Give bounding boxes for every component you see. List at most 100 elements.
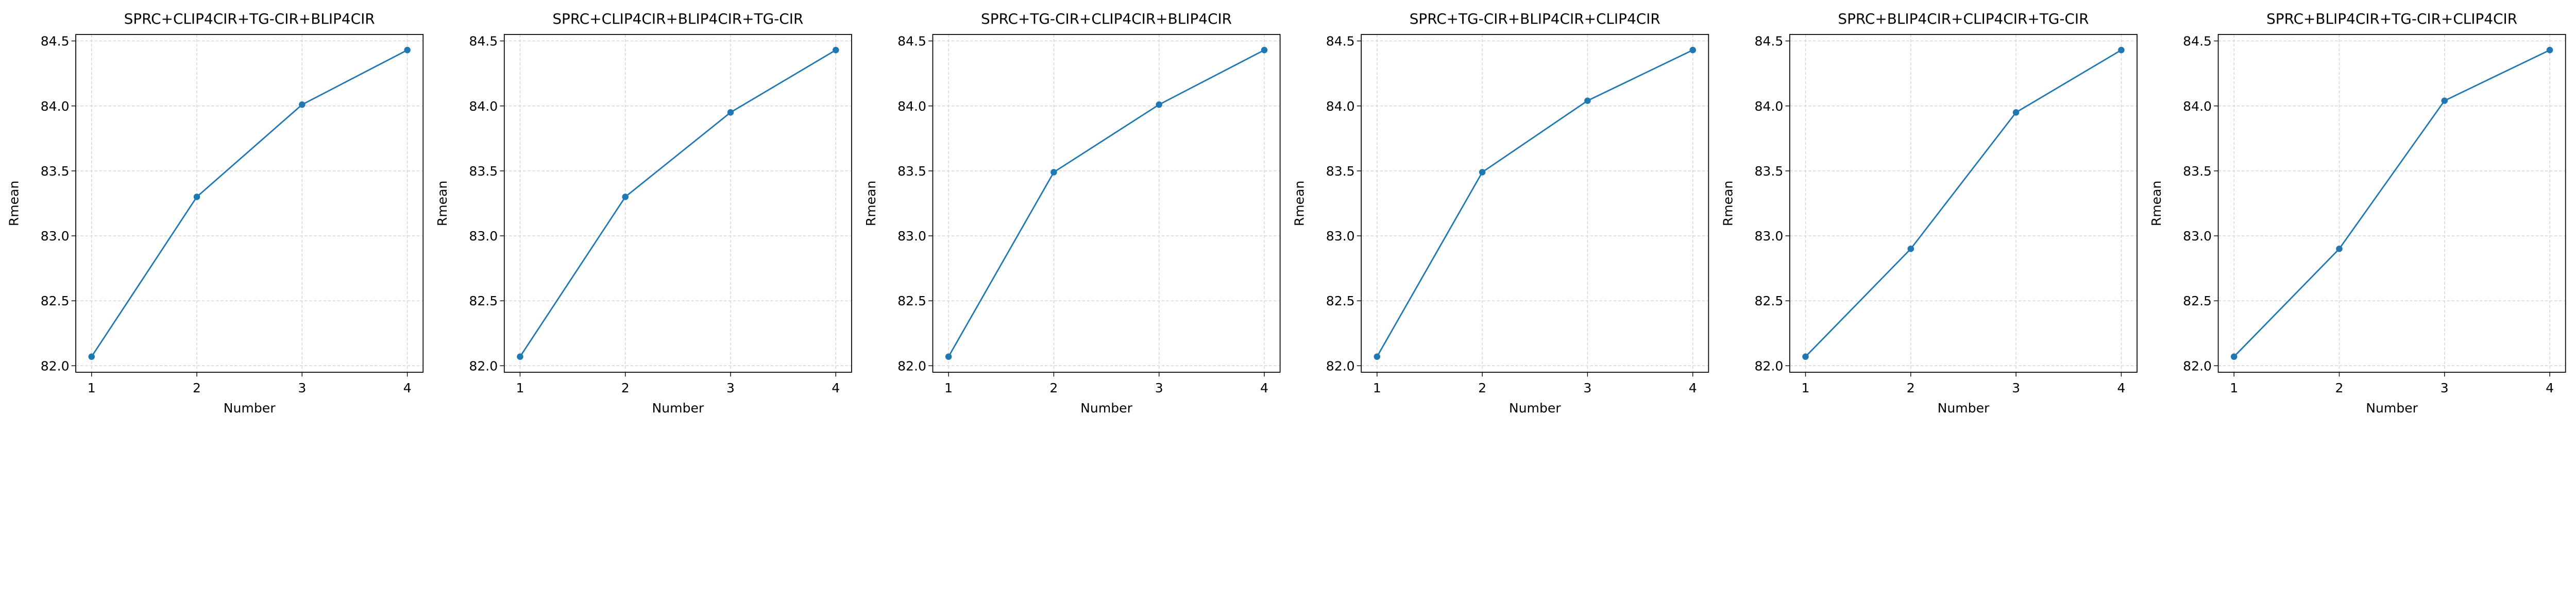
- data-point: [1374, 353, 1381, 360]
- subplot-title: SPRC+CLIP4CIR+BLIP4CIR+TG-CIR: [552, 10, 803, 27]
- subplot-2: 82.0 82.5 83.0 83.5 84.0 84.5 1 2 3 4 SPRC+CLIP4CI…: [435, 10, 852, 416]
- series-line: [519, 49, 836, 357]
- y-tick-label: 84.0: [1326, 99, 1355, 114]
- x-tick-label: 2: [621, 381, 630, 395]
- data-point: [1156, 101, 1162, 108]
- y-tick-label: 84.5: [2183, 34, 2212, 49]
- x-tick-label: 2: [1049, 381, 1058, 395]
- data-point: [1802, 353, 1809, 360]
- y-tick-label: 82.5: [2183, 294, 2212, 308]
- series-line: [947, 49, 1265, 357]
- x-axis-label: Number: [652, 401, 704, 416]
- data-point: [2230, 353, 2238, 360]
- data-point: [2118, 46, 2125, 54]
- data-point: [1050, 169, 1057, 176]
- y-axis-label: Rmean: [863, 181, 878, 227]
- subplot-6: 82.0 82.5 83.0 83.5 84.0 84.5 1 2 3 4 SPRC+BLIP4CI…: [2149, 10, 2566, 416]
- subplot-title: SPRC+BLIP4CIR+CLIP4CIR+TG-CIR: [1838, 10, 2089, 27]
- y-tick-label: 84.5: [897, 34, 926, 49]
- y-tick-label: 84.0: [1754, 99, 1783, 114]
- y-tick-label: 83.5: [897, 164, 926, 179]
- y-tick-label: 83.0: [469, 229, 498, 244]
- data-point: [193, 194, 200, 200]
- subplot-3: 82.0 82.5 83.0 83.5 84.0 84.5 1 2 3 4 SPRC+TG-CIR+…: [863, 10, 1281, 416]
- x-tick-label: 2: [1907, 381, 1915, 395]
- x-tick-label: 4: [1689, 381, 1697, 395]
- data-point: [2012, 109, 2020, 116]
- x-tick-label: 4: [2546, 381, 2554, 395]
- y-tick-label: 84.5: [1326, 34, 1355, 49]
- y-tick-label: 83.0: [897, 229, 926, 244]
- axes-frame: [1361, 34, 1709, 373]
- y-tick-label: 82.0: [41, 358, 70, 373]
- x-tick-label: 3: [726, 381, 735, 395]
- y-tick-label: 83.0: [2183, 229, 2212, 244]
- x-tick-label: 1: [88, 381, 96, 395]
- data-point: [833, 46, 839, 54]
- x-tick-label: 1: [1373, 381, 1381, 395]
- x-tick-label: 2: [193, 381, 201, 395]
- axes-frame: [2217, 34, 2566, 373]
- x-tick-label: 4: [832, 381, 840, 395]
- y-tick-label: 82.0: [1326, 358, 1355, 373]
- y-tick-label: 82.0: [469, 358, 498, 373]
- y-tick-label: 84.5: [469, 34, 498, 49]
- y-tick-label: 83.5: [41, 164, 70, 179]
- y-tick-label: 84.5: [1754, 34, 1783, 49]
- subplot-title: SPRC+CLIP4CIR+TG-CIR+BLIP4CIR: [124, 10, 375, 27]
- y-axis-label: Rmean: [435, 181, 450, 227]
- y-tick-label: 84.5: [41, 34, 70, 49]
- data-point: [2441, 97, 2448, 104]
- series-line: [91, 49, 408, 357]
- series-line: [1376, 49, 1693, 357]
- y-axis-label: Rmean: [1292, 181, 1307, 227]
- data-point: [1261, 46, 1268, 54]
- y-axis-label: Rmean: [2149, 181, 2164, 227]
- y-tick-label: 84.0: [897, 99, 926, 114]
- data-point: [299, 101, 306, 108]
- y-tick-label: 83.5: [2183, 164, 2212, 179]
- x-tick-label: 4: [403, 381, 412, 395]
- x-tick-label: 4: [2117, 381, 2125, 395]
- y-tick-label: 83.5: [469, 164, 498, 179]
- data-point: [727, 109, 734, 116]
- y-tick-label: 82.0: [2183, 358, 2212, 373]
- y-tick-label: 83.5: [1326, 164, 1355, 179]
- y-tick-label: 83.5: [1754, 164, 1783, 179]
- axes-frame: [1789, 34, 2138, 373]
- x-axis-label: Number: [1080, 401, 1132, 416]
- x-tick-label: 3: [2012, 381, 2020, 395]
- data-point: [2336, 245, 2343, 252]
- series-line: [2233, 49, 2550, 357]
- x-tick-label: 1: [516, 381, 524, 395]
- data-point: [1907, 245, 1914, 252]
- data-point: [1479, 169, 1486, 176]
- x-tick-label: 2: [2335, 381, 2344, 395]
- y-tick-label: 83.0: [41, 229, 70, 244]
- x-axis-label: Number: [1938, 401, 1990, 416]
- series-line: [1805, 49, 2122, 357]
- subplot-title: SPRC+TG-CIR+CLIP4CIR+BLIP4CIR: [981, 10, 1232, 27]
- x-tick-label: 3: [298, 381, 306, 395]
- data-point: [945, 353, 952, 360]
- y-tick-label: 82.5: [469, 294, 498, 308]
- data-point: [2546, 46, 2553, 54]
- data-point: [517, 353, 523, 360]
- data-point: [404, 46, 411, 54]
- y-axis-label: Rmean: [1720, 181, 1735, 227]
- y-tick-label: 82.0: [897, 358, 926, 373]
- y-tick-label: 82.5: [41, 294, 70, 308]
- y-tick-label: 82.5: [1754, 294, 1783, 308]
- axes-frame: [932, 34, 1281, 373]
- data-point: [1689, 46, 1696, 54]
- y-tick-label: 83.0: [1754, 229, 1783, 244]
- x-tick-label: 3: [2441, 381, 2449, 395]
- data-point: [1584, 97, 1591, 104]
- x-axis-label: Number: [1509, 401, 1561, 416]
- subplot-4: 82.0 82.5 83.0 83.5 84.0 84.5 1 2 3 4 SPRC+TG-CIR+…: [1292, 10, 1709, 416]
- subplot-5: 82.0 82.5 83.0 83.5 84.0 84.5 1 2 3 4 SPRC+BLIP4CI…: [1720, 10, 2138, 416]
- x-tick-label: 1: [944, 381, 953, 395]
- x-tick-label: 3: [1583, 381, 1591, 395]
- y-tick-label: 82.5: [1326, 294, 1355, 308]
- data-point: [88, 353, 95, 360]
